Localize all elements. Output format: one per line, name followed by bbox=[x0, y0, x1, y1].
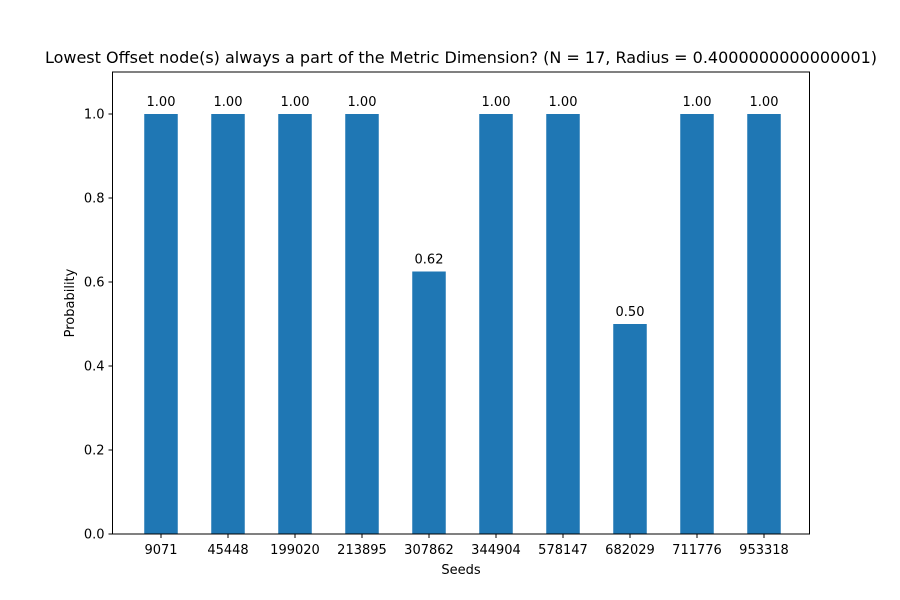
y-axis-label: Probability bbox=[63, 268, 78, 337]
data-label-307862: 0.62 bbox=[415, 253, 444, 268]
data-label-711776: 1.00 bbox=[683, 95, 712, 110]
data-label-682029: 0.50 bbox=[616, 305, 645, 320]
x-tick-label: 213895 bbox=[337, 543, 387, 558]
x-tick-label: 45448 bbox=[207, 543, 248, 558]
data-label-45448: 1.00 bbox=[214, 95, 243, 110]
bar-45448 bbox=[211, 114, 245, 534]
data-label-213895: 1.00 bbox=[348, 95, 377, 110]
y-tick-label: 1.0 bbox=[84, 108, 105, 123]
data-label-578147: 1.00 bbox=[549, 95, 578, 110]
bar-199020 bbox=[278, 114, 312, 534]
y-tick-label: 0.0 bbox=[84, 528, 105, 543]
x-tick-label: 578147 bbox=[538, 543, 588, 558]
y-tick-label: 0.2 bbox=[84, 444, 105, 459]
x-axis-label: Seeds bbox=[441, 563, 481, 578]
x-tick-label: 307862 bbox=[404, 543, 454, 558]
chart-title: Lowest Offset node(s) always a part of t… bbox=[45, 48, 877, 67]
data-label-344904: 1.00 bbox=[482, 95, 511, 110]
data-label-199020: 1.00 bbox=[281, 95, 310, 110]
y-axis-ticks: 0.0 0.2 0.4 0.6 0.8 1.0 bbox=[84, 108, 113, 543]
x-tick-label: 711776 bbox=[672, 543, 722, 558]
bar-213895 bbox=[345, 114, 379, 534]
bar-344904 bbox=[479, 114, 513, 534]
data-label-9071: 1.00 bbox=[147, 95, 176, 110]
plot-frame bbox=[112, 71, 810, 535]
bar-578147 bbox=[546, 114, 580, 534]
y-tick-label: 0.8 bbox=[84, 192, 105, 207]
x-tick-label: 199020 bbox=[270, 543, 320, 558]
bars-group bbox=[144, 114, 781, 534]
y-tick-label: 0.6 bbox=[84, 276, 105, 291]
x-tick-label: 953318 bbox=[739, 543, 789, 558]
bar-307862 bbox=[412, 271, 446, 534]
data-labels-group: 1.00 1.00 1.00 1.00 0.62 1.00 1.00 0.50 1.00 1.00 bbox=[147, 95, 779, 320]
bar-711776 bbox=[680, 114, 714, 534]
data-label-953318: 1.00 bbox=[750, 95, 779, 110]
x-tick-label: 682029 bbox=[605, 543, 655, 558]
y-tick-label: 0.4 bbox=[84, 360, 105, 375]
x-tick-label: 9071 bbox=[144, 543, 177, 558]
x-tick-label: 344904 bbox=[471, 543, 521, 558]
bar-9071 bbox=[144, 114, 178, 534]
bar-682029 bbox=[613, 324, 647, 534]
bar-953318 bbox=[747, 114, 781, 534]
x-axis-ticks: 9071 45448 199020 213895 307862 344904 578147 6… bbox=[144, 534, 789, 558]
